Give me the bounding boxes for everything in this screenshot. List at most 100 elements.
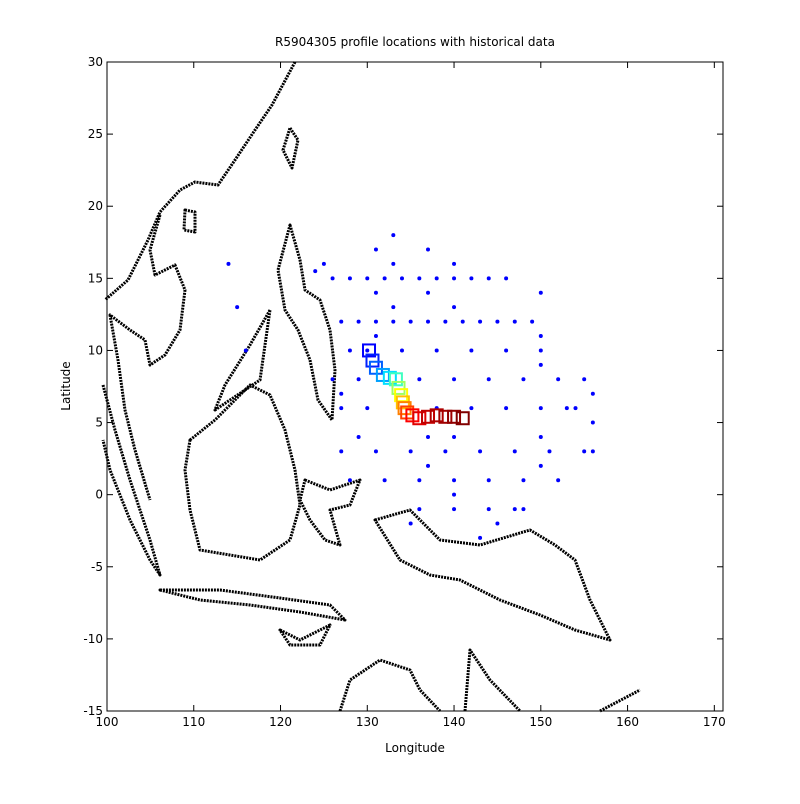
historical-point bbox=[504, 348, 509, 353]
historical-point bbox=[373, 247, 378, 252]
historical-point bbox=[486, 478, 491, 483]
historical-point bbox=[330, 377, 335, 382]
historical-point bbox=[452, 507, 457, 512]
historical-point bbox=[339, 406, 344, 411]
x-tick-label: 100 bbox=[96, 715, 119, 729]
historical-point bbox=[391, 305, 396, 310]
profile-marker bbox=[397, 401, 412, 416]
historical-point bbox=[504, 406, 509, 411]
profile-marker bbox=[421, 409, 436, 424]
historical-point bbox=[391, 319, 396, 324]
profile-marker bbox=[455, 411, 470, 426]
y-tick-label: 10 bbox=[88, 343, 103, 357]
historical-point bbox=[339, 449, 344, 454]
historical-point bbox=[538, 334, 543, 339]
y-tick-label: 0 bbox=[95, 488, 103, 502]
historical-point bbox=[373, 319, 378, 324]
historical-point bbox=[321, 261, 326, 266]
y-tick-label: 5 bbox=[95, 416, 103, 430]
historical-point bbox=[590, 420, 595, 425]
historical-point bbox=[486, 276, 491, 281]
x-tick-label: 170 bbox=[703, 715, 726, 729]
historical-point bbox=[399, 348, 404, 353]
historical-point bbox=[243, 348, 248, 353]
x-tick-label: 160 bbox=[616, 715, 639, 729]
y-tick-label: -5 bbox=[91, 560, 103, 574]
historical-point bbox=[382, 478, 387, 483]
historical-point bbox=[443, 449, 448, 454]
historical-point bbox=[434, 276, 439, 281]
chart-title: R5904305 profile locations with historic… bbox=[275, 35, 555, 49]
profile-marker bbox=[438, 409, 453, 424]
profile-marker bbox=[429, 408, 444, 423]
historical-point bbox=[452, 276, 457, 281]
x-tick-label: 130 bbox=[356, 715, 379, 729]
historical-point bbox=[399, 276, 404, 281]
historical-point bbox=[478, 449, 483, 454]
historical-point bbox=[512, 449, 517, 454]
historical-point bbox=[530, 319, 535, 324]
historical-point bbox=[547, 449, 552, 454]
historical-point bbox=[538, 362, 543, 367]
historical-point bbox=[382, 276, 387, 281]
historical-point bbox=[426, 290, 431, 295]
historical-point bbox=[434, 348, 439, 353]
historical-point bbox=[452, 377, 457, 382]
historical-point bbox=[417, 507, 422, 512]
historical-point bbox=[417, 478, 422, 483]
y-tick-label: -15 bbox=[83, 704, 103, 718]
historical-point bbox=[478, 319, 483, 324]
y-tick-label: 30 bbox=[88, 55, 103, 69]
x-axis-label: Longitude bbox=[385, 741, 445, 755]
profile-marker bbox=[447, 409, 462, 424]
historical-point bbox=[452, 434, 457, 439]
historical-point bbox=[365, 276, 370, 281]
historical-point bbox=[538, 406, 543, 411]
historical-point bbox=[339, 391, 344, 396]
profile-marker bbox=[362, 343, 377, 358]
historical-point bbox=[486, 377, 491, 382]
historical-point bbox=[391, 261, 396, 266]
historical-point bbox=[469, 348, 474, 353]
historical-point bbox=[495, 521, 500, 526]
historical-point bbox=[486, 507, 491, 512]
plot-area bbox=[107, 62, 723, 711]
historical-point bbox=[452, 478, 457, 483]
x-tick-label: 120 bbox=[269, 715, 292, 729]
historical-point bbox=[521, 507, 526, 512]
historical-point bbox=[313, 269, 318, 274]
y-tick-label: -10 bbox=[83, 632, 103, 646]
historical-point bbox=[347, 348, 352, 353]
historical-point bbox=[408, 319, 413, 324]
historical-point bbox=[347, 276, 352, 281]
historical-point bbox=[582, 377, 587, 382]
historical-point bbox=[426, 247, 431, 252]
historical-point bbox=[365, 348, 370, 353]
historical-point bbox=[512, 319, 517, 324]
historical-point bbox=[573, 406, 578, 411]
plot-frame bbox=[106, 61, 724, 712]
coastlines bbox=[101, 61, 641, 713]
historical-point bbox=[452, 305, 457, 310]
historical-point bbox=[426, 434, 431, 439]
historical-point bbox=[478, 535, 483, 540]
historical-point bbox=[339, 319, 344, 324]
historical-point bbox=[556, 478, 561, 483]
historical-point bbox=[373, 290, 378, 295]
historical-point bbox=[460, 319, 465, 324]
historical-point bbox=[452, 261, 457, 266]
profile-marker bbox=[412, 411, 427, 426]
y-axis-label: Latitude bbox=[59, 361, 73, 410]
historical-point bbox=[373, 334, 378, 339]
historical-point bbox=[538, 434, 543, 439]
historical-point bbox=[408, 449, 413, 454]
historical-point bbox=[365, 406, 370, 411]
historical-point bbox=[347, 478, 352, 483]
historical-point bbox=[356, 377, 361, 382]
y-tick-label: 25 bbox=[88, 127, 103, 141]
profile-marker bbox=[365, 353, 380, 368]
profile-marker bbox=[388, 372, 403, 387]
historical-point bbox=[538, 290, 543, 295]
historical-point bbox=[495, 319, 500, 324]
